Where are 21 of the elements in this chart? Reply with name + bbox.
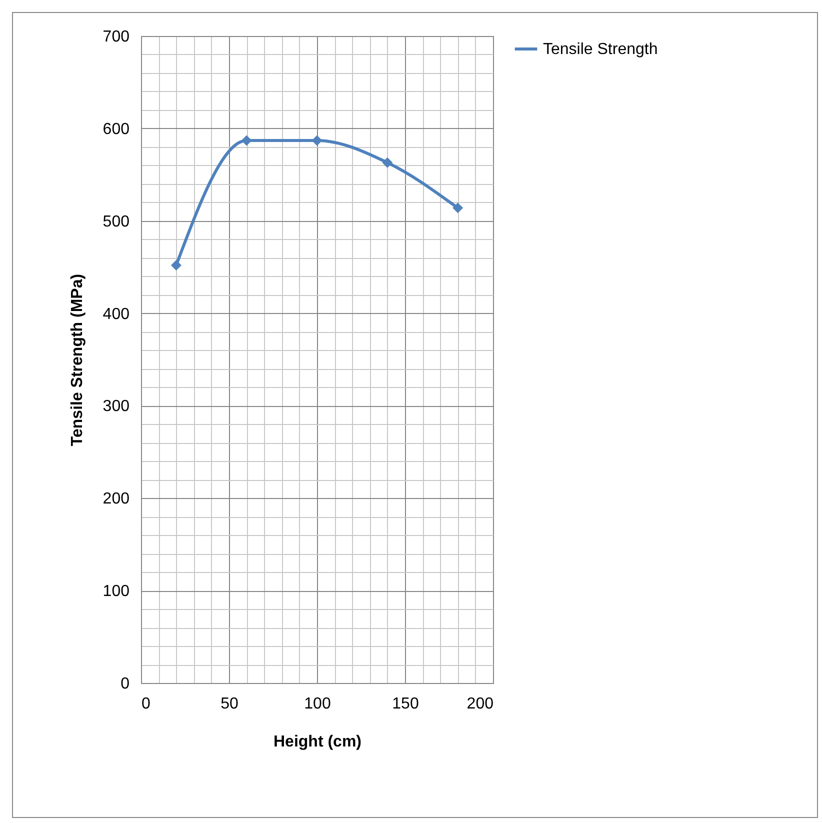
y-tick-label: 100: [102, 583, 130, 600]
x-tick-label: 50: [220, 696, 238, 712]
x-tick-label: 100: [304, 696, 331, 712]
x-tick-label: 200: [466, 696, 494, 712]
x-tick-label: 150: [392, 696, 419, 712]
point: [382, 157, 393, 168]
x-tick-label: 0: [142, 696, 150, 712]
point: [170, 260, 182, 270]
y-tick-label: 700: [102, 28, 130, 46]
y-tick-label: 0: [120, 676, 130, 692]
point: [241, 135, 252, 146]
y-axis-title: Tensile Strength (MPa): [68, 274, 86, 446]
y-tick-label: 400: [102, 306, 130, 323]
y-tick-label: 600: [102, 120, 130, 138]
point: [452, 202, 464, 214]
y-tick-label: 300: [102, 398, 130, 416]
x-axis-title: Height (cm): [274, 734, 362, 750]
point: [312, 135, 322, 146]
y-tick-label: 500: [102, 213, 130, 230]
legend-label: Tensile Strength: [543, 41, 658, 58]
y-tick-label: 200: [102, 490, 130, 508]
